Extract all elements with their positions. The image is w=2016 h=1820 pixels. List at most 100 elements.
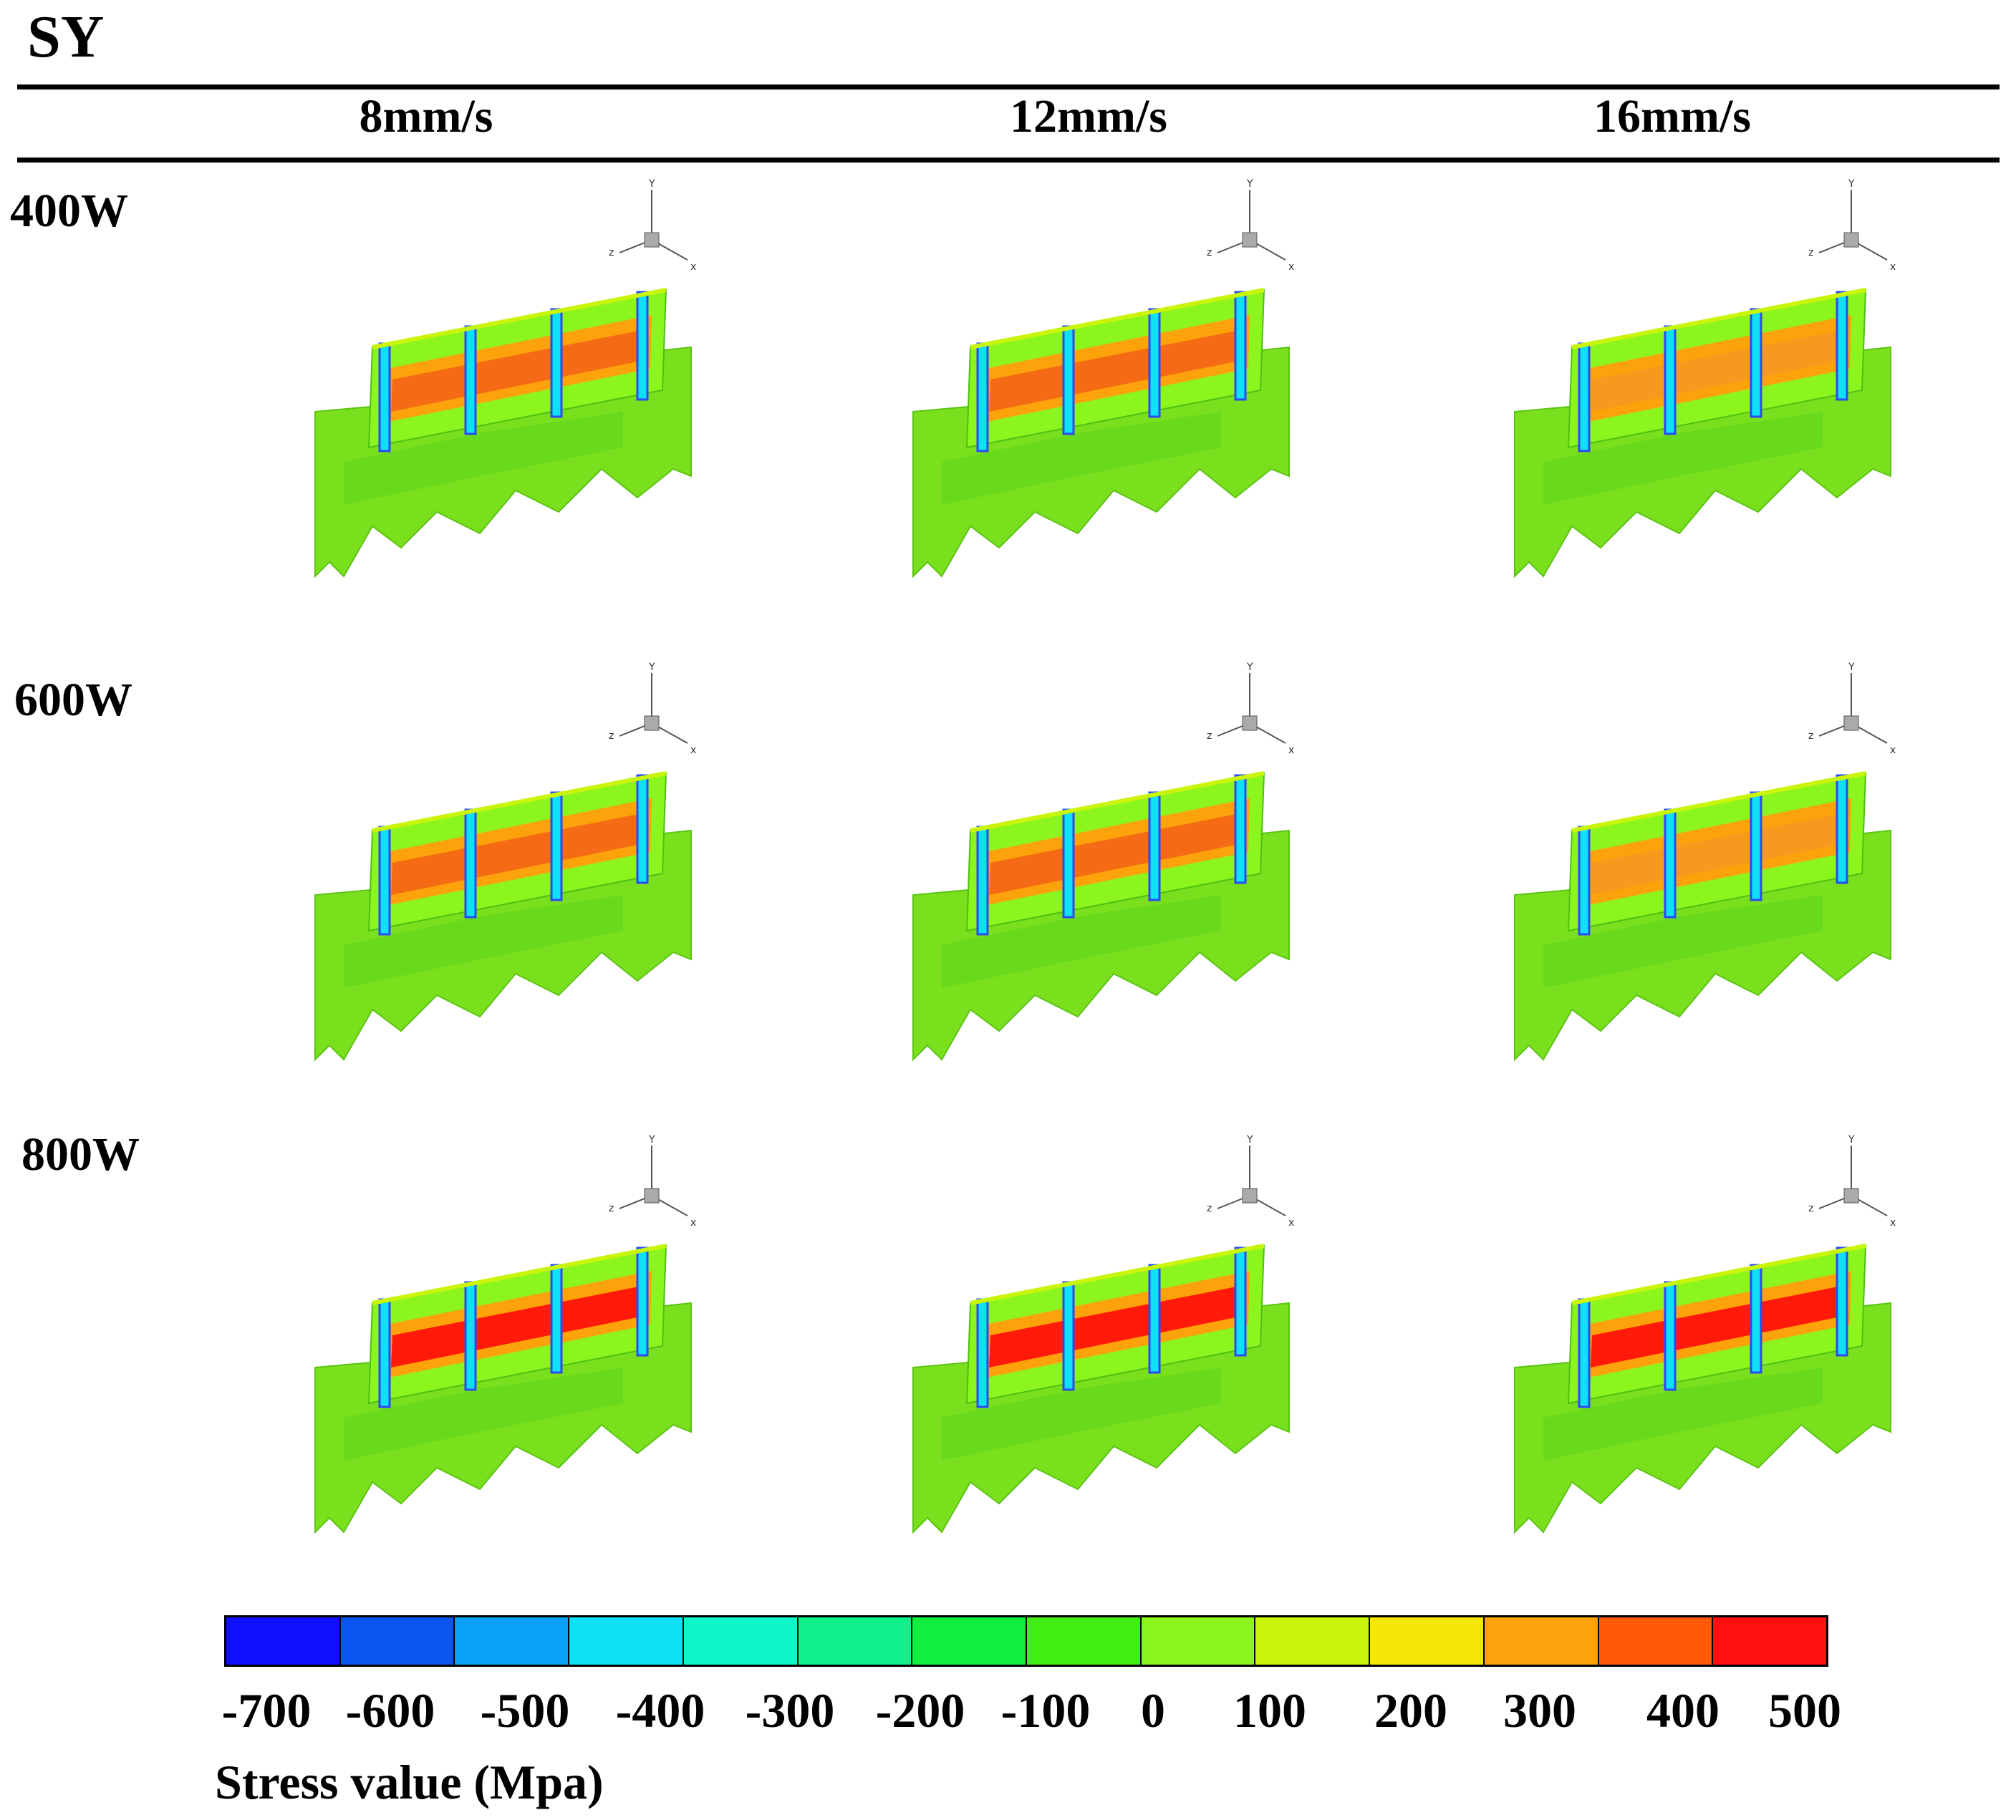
rib — [1836, 774, 1848, 884]
rib — [1148, 791, 1161, 901]
colorbar-tick-label: -700 — [221, 1683, 312, 1738]
svg-text:Y: Y — [648, 662, 655, 673]
stress-colorbar — [224, 1615, 1828, 1667]
colorbar-segment — [798, 1617, 913, 1665]
axis-triad-icon: Yx z — [1808, 662, 1896, 756]
rib — [378, 826, 391, 936]
top-rule — [17, 84, 2000, 89]
colorbar-tick-label: 300 — [1503, 1683, 1576, 1738]
axis-triad-icon: Yx z — [1207, 1134, 1294, 1229]
svg-text:z: z — [1808, 247, 1813, 258]
rib — [1062, 808, 1075, 919]
stress-band-core — [1591, 329, 1846, 412]
colorbar-tick-label: 200 — [1374, 1683, 1447, 1738]
rib — [636, 774, 649, 884]
row-header-400w: 400W — [10, 185, 128, 237]
colorbar-tick-label: 0 — [1141, 1683, 1165, 1738]
colorbar-segment — [226, 1617, 341, 1665]
stress-band-core — [391, 1285, 646, 1368]
colorbar-segment — [1027, 1617, 1142, 1665]
colorbar-tick-label: -500 — [480, 1683, 570, 1738]
svg-text:x: x — [1890, 745, 1896, 756]
stress-band-core — [989, 813, 1244, 895]
rib — [378, 1298, 391, 1408]
svg-text:x: x — [690, 745, 696, 756]
row-header-600w: 600W — [14, 674, 132, 726]
svg-text:Y: Y — [648, 178, 655, 190]
colorbar-segment — [912, 1617, 1028, 1665]
colorbar-segment — [1141, 1617, 1256, 1665]
svg-text:z: z — [609, 730, 614, 742]
colorbar-segment — [340, 1617, 455, 1665]
colorbar-tick-label: 500 — [1768, 1683, 1841, 1738]
svg-text:x: x — [1288, 745, 1294, 756]
rib — [464, 325, 477, 435]
colorbar-segment — [455, 1617, 570, 1665]
rib — [464, 1281, 477, 1391]
rib — [1578, 342, 1591, 452]
svg-text:Y: Y — [1848, 1134, 1855, 1146]
axis-triad-icon: Yx z — [609, 1134, 696, 1229]
svg-text:z: z — [1207, 1203, 1212, 1214]
row-header-800w: 800W — [21, 1128, 140, 1181]
rib — [464, 808, 477, 919]
rib — [1836, 291, 1848, 401]
svg-text:Y: Y — [648, 1134, 655, 1146]
header-rule — [17, 158, 2000, 163]
rib — [636, 1247, 649, 1357]
axis-triad-icon: Yx z — [1808, 1134, 1896, 1229]
rib — [550, 308, 563, 418]
colorbar-segment — [1713, 1617, 1827, 1665]
stress-band-core — [391, 329, 646, 412]
rib — [1578, 1298, 1591, 1408]
rib — [1836, 1247, 1848, 1357]
rib — [1234, 774, 1247, 884]
stress-band-core — [1591, 1285, 1846, 1368]
column-header-12mms: 12mm/s — [1010, 90, 1167, 142]
svg-text:Y: Y — [1246, 662, 1253, 673]
rib — [1148, 308, 1161, 418]
rib — [378, 342, 391, 452]
colorbar-tick-label: -300 — [745, 1683, 835, 1738]
svg-text:x: x — [1288, 261, 1294, 273]
svg-text:x: x — [1890, 261, 1896, 273]
svg-text:Y: Y — [1848, 178, 1855, 190]
rib — [1664, 808, 1677, 919]
axis-triad-icon: Yx z — [1207, 178, 1294, 273]
figure-title: SY — [27, 4, 105, 70]
svg-text:z: z — [1207, 247, 1212, 258]
colorbar-tick-label: -200 — [875, 1683, 965, 1738]
rib — [1234, 291, 1247, 401]
svg-text:x: x — [690, 261, 696, 273]
stress-band-core — [989, 329, 1244, 412]
rib — [976, 342, 989, 452]
colorbar-segment — [683, 1617, 799, 1665]
stress-band-core — [1591, 813, 1846, 895]
rib — [1664, 325, 1677, 435]
column-header-16mms: 16mm/s — [1593, 90, 1751, 142]
svg-text:z: z — [1207, 730, 1212, 742]
svg-text:z: z — [1808, 730, 1813, 742]
colorbar-tick-label: -600 — [345, 1683, 435, 1738]
svg-text:z: z — [609, 1203, 614, 1214]
rib — [1750, 308, 1762, 418]
rib — [1664, 1281, 1677, 1391]
axis-triad-icon: Yx z — [1808, 178, 1896, 273]
svg-text:z: z — [609, 247, 614, 258]
colorbar-label: Stress value (Mpa) — [215, 1755, 604, 1809]
axis-triad-icon: Yx z — [609, 662, 696, 756]
colorbar-segment — [1598, 1617, 1714, 1665]
rib — [1578, 826, 1591, 936]
svg-text:z: z — [1808, 1203, 1813, 1214]
rib — [1750, 1264, 1762, 1374]
colorbar-tick-label: -400 — [615, 1683, 705, 1738]
rib — [976, 1298, 989, 1408]
svg-text:Y: Y — [1246, 1134, 1253, 1146]
colorbar-segment — [569, 1617, 684, 1665]
rib — [550, 1264, 563, 1374]
